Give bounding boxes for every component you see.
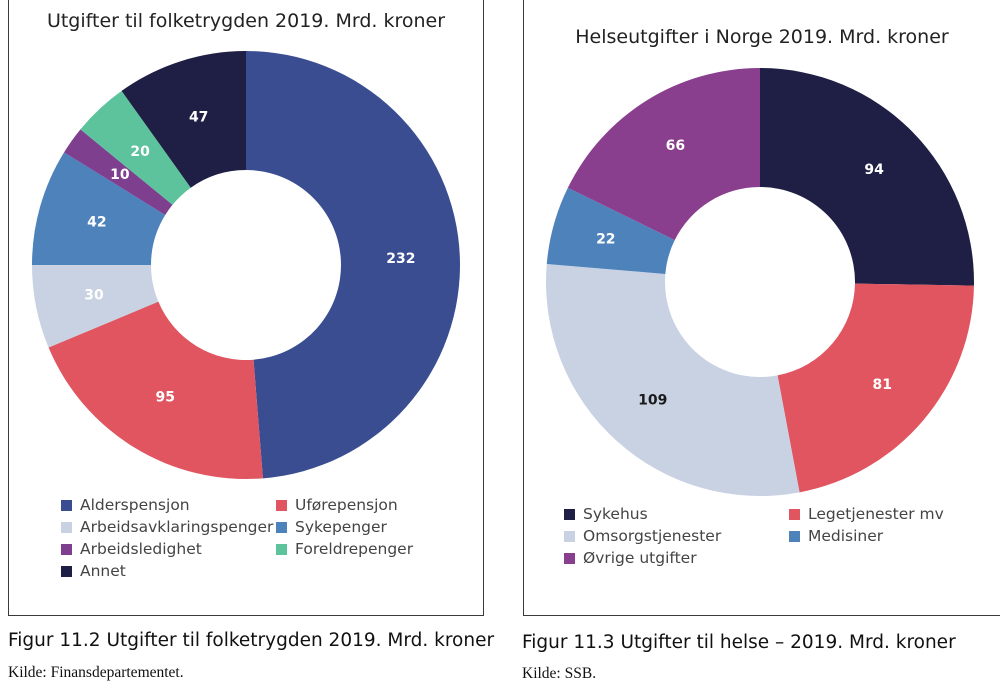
legend-swatch [789,530,800,542]
legend-swatch [61,499,72,511]
data-label: 232 [386,251,415,267]
chart-title: Utgifter til folketrygden 2019. Mrd. kro… [46,10,446,32]
legend-swatch [61,543,72,555]
legend-label: Sykepenger [295,518,387,536]
legend-item: Sykehus [564,505,648,523]
slice-sykepenger [32,152,166,265]
legend-label: Arbeidsledighet [80,540,202,558]
data-label: 22 [596,231,615,247]
legend-item: Annet [61,562,126,580]
slice-arbeidsledighet [64,129,173,215]
legend-swatch [564,508,575,520]
legend-item: Legetjenester mv [789,505,944,523]
legend-swatch [276,521,287,533]
legend-label: Alderspensjon [80,496,190,514]
legend-item: Arbeidsledighet [61,540,202,558]
slice-annet [121,51,246,188]
legend-item: Arbeidsavklaringspenger [61,518,273,536]
slice-foreldrepenger [80,90,191,205]
slice-uførepensjon [48,301,263,479]
slice-omsorgstjenester [546,263,800,497]
data-label: 94 [864,162,884,178]
legend-swatch [789,508,800,520]
legend-label: Foreldrepenger [295,540,414,558]
figure-caption-left: Figur 11.2 Utgifter til folketrygden 201… [8,630,495,651]
figure-caption-right: Figur 11.3 Utgifter til helse – 2019. Mr… [522,632,956,653]
data-label: 95 [156,389,175,405]
legend-swatch [61,521,72,533]
legend-swatch [61,565,72,577]
legend-label: Uførepensjon [295,496,398,514]
legend-label: Legetjenester mv [808,505,944,523]
slice-medisiner [546,187,675,274]
slice-øvrige-utgifter [567,68,760,241]
legend-item: Foreldrepenger [276,540,413,558]
slice-sykehus [760,68,974,286]
chart-panel-folketrygd: Utgifter til folketrygden 2019. Mrd. kro… [8,0,484,616]
legend-label: Sykehus [583,505,648,523]
legend-swatch [564,530,575,542]
legend-label: Annet [80,562,126,580]
legend-label: Medisiner [808,527,884,545]
legend-item: Sykepenger [276,518,387,536]
legend-swatch [564,552,575,564]
legend-item: Alderspensjon [61,496,190,514]
legend-swatch [276,543,287,555]
source-note-left: Kilde: Finansdepartementet. [8,664,184,681]
legend-item: Omsorgstjenester [564,527,721,545]
chart-title: Helseutgifter i Norge 2019. Mrd. kroner [575,26,949,48]
legend-item: Medisiner [789,527,883,545]
data-label: 42 [87,215,106,231]
data-label: 20 [130,144,150,160]
legend-item: Uførepensjon [276,496,398,514]
data-label: 81 [873,377,892,393]
source-note-right: Kilde: SSB. [522,665,597,682]
legend-item: Øvrige utgifter [564,549,697,567]
legend-label: Øvrige utgifter [583,549,697,567]
chart-panel-helse: Helseutgifter i Norge 2019. Mrd. kroner … [523,0,1000,616]
legend-label: Omsorgstjenester [583,527,722,545]
data-label: 10 [110,167,130,183]
slice-legetjenester-mv [777,283,974,493]
slice-alderspensjon [246,51,460,479]
donut-chart-helse: 94 81 109 22 66 [546,68,974,497]
data-label: 109 [638,393,667,409]
legend-swatch [276,499,287,511]
legend-label: Arbeidsavklaringspenger [80,518,274,536]
data-label: 30 [84,287,104,303]
data-label: 66 [666,138,685,154]
data-label: 47 [189,109,208,125]
slice-arbeidsavklaringspenger [32,265,159,348]
